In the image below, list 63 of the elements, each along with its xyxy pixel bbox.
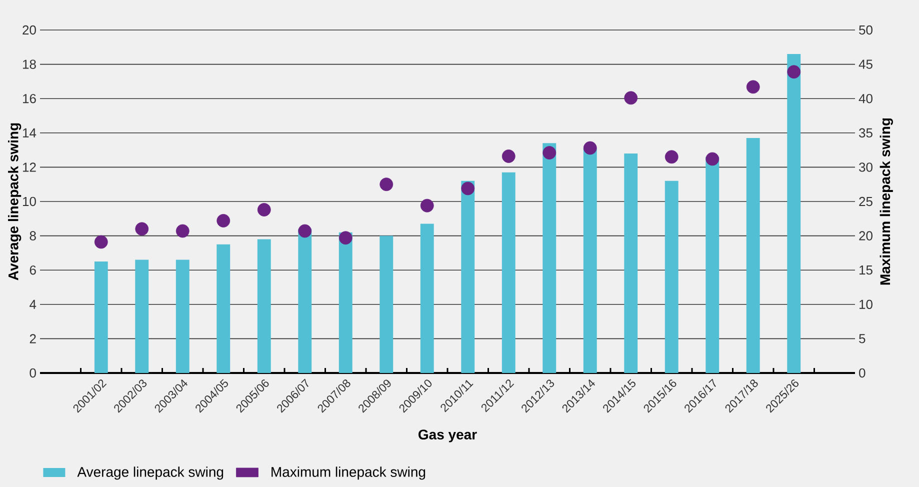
y-tick-label: 10	[23, 196, 36, 206]
bar	[624, 153, 638, 373]
point	[216, 214, 230, 228]
point	[664, 150, 678, 164]
y-tick-label: 6	[30, 265, 36, 275]
point	[298, 224, 312, 238]
bar	[176, 260, 190, 373]
point	[542, 146, 556, 160]
y2-tick-label: 25	[859, 196, 872, 206]
point	[420, 198, 434, 212]
point	[706, 152, 720, 166]
point	[94, 235, 108, 249]
y2-tick-label: 10	[860, 300, 872, 309]
point	[176, 224, 190, 238]
y2-tick-label: 50	[859, 25, 872, 35]
y-tick-label: 16	[23, 94, 36, 104]
point	[135, 222, 149, 236]
y-axis-title: Average linepack swing	[8, 123, 22, 280]
point	[624, 91, 638, 105]
point	[746, 80, 760, 94]
y2-tick-label: 35	[859, 128, 872, 138]
x-axis-title: Gas year	[418, 430, 477, 442]
y-tick-label: 14	[23, 128, 36, 138]
y-tick-label: 12	[23, 162, 36, 172]
y-tick-label: 0	[30, 368, 36, 378]
bar	[542, 143, 556, 373]
bar	[338, 232, 352, 373]
bar	[583, 148, 597, 373]
y-tick-label: 2	[30, 334, 36, 344]
y2-tick-label: 40	[858, 94, 872, 104]
bar	[380, 236, 394, 373]
y-tick-label: 4	[30, 300, 36, 309]
point	[583, 141, 597, 155]
bar	[298, 228, 312, 373]
bar	[257, 239, 271, 373]
y2-tick-label: 15	[860, 266, 872, 275]
point	[338, 231, 352, 245]
bar	[216, 244, 230, 373]
bar	[502, 172, 516, 373]
y2-tick-label: 5	[859, 334, 866, 344]
bar	[787, 54, 801, 373]
y2-tick-label: 0	[859, 368, 866, 378]
bar	[135, 260, 149, 373]
bar	[664, 180, 678, 373]
legend-label: Maximum linepack swing	[272, 466, 426, 480]
y2-axis-title: Maximum linepack swing	[880, 118, 893, 285]
bar	[420, 224, 434, 373]
bar	[94, 262, 108, 373]
point	[257, 203, 271, 216]
point	[787, 65, 801, 79]
bar	[461, 180, 475, 373]
point	[461, 182, 475, 196]
y2-tick-label: 45	[858, 60, 872, 69]
bar	[746, 138, 760, 373]
y-tick-label: 8	[30, 231, 36, 240]
legend-label: Average linepack swing	[77, 466, 224, 480]
bar	[706, 156, 720, 373]
y-tick-label: 20	[22, 25, 36, 35]
y2-tick-label: 30	[859, 162, 872, 172]
point	[502, 150, 516, 163]
y2-tick-label: 20	[859, 231, 872, 240]
y-tick-label: 18	[23, 60, 36, 69]
point	[380, 178, 394, 192]
